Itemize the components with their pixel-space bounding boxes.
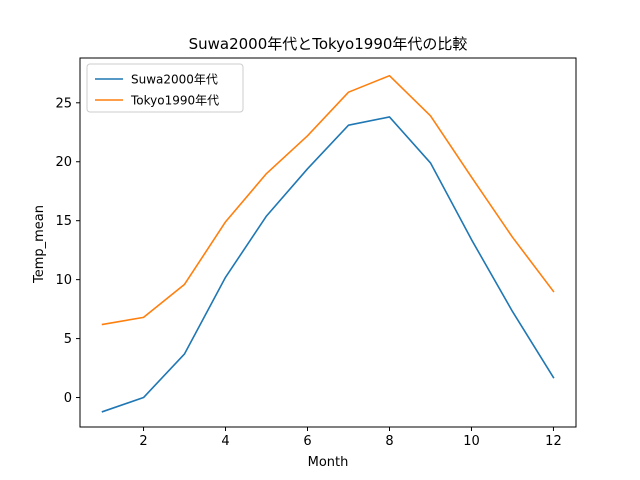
legend: Suwa2000年代 Tokyo1990年代 [86,63,244,113]
series-layer [101,74,555,413]
y-tick-label: 20 [55,155,72,170]
plot-frame [79,57,577,428]
legend-label: Suwa2000年代 [131,73,218,87]
x-tick-label: 6 [303,434,311,449]
series-line-tokyo [101,74,555,326]
legend-box [86,63,244,113]
x-tick-label: 10 [463,434,480,449]
x-tick-label: 2 [139,434,147,449]
x-axis: 2 4 6 8 10 12 [139,427,562,449]
plot-background [80,58,576,427]
y-tick-label: 5 [64,332,72,347]
series-line-suwa [101,116,555,413]
x-tick-label: 12 [545,434,562,449]
y-tick-label: 0 [64,391,72,406]
y-tick-label: 25 [55,96,72,111]
chart-title: Suwa2000年代とTokyo1990年代の比較 [189,35,468,53]
legend-label: Tokyo1990年代 [130,94,219,108]
y-axis: 0 5 10 15 20 25 [55,96,80,406]
y-axis-label: Temp_mean [32,205,47,284]
x-tick-label: 4 [221,434,229,449]
plot-area [79,57,577,428]
y-tick-label: 10 [55,273,72,288]
x-axis-label: Month [308,455,349,470]
y-tick-label: 15 [55,214,72,229]
x-tick-label: 8 [385,434,393,449]
